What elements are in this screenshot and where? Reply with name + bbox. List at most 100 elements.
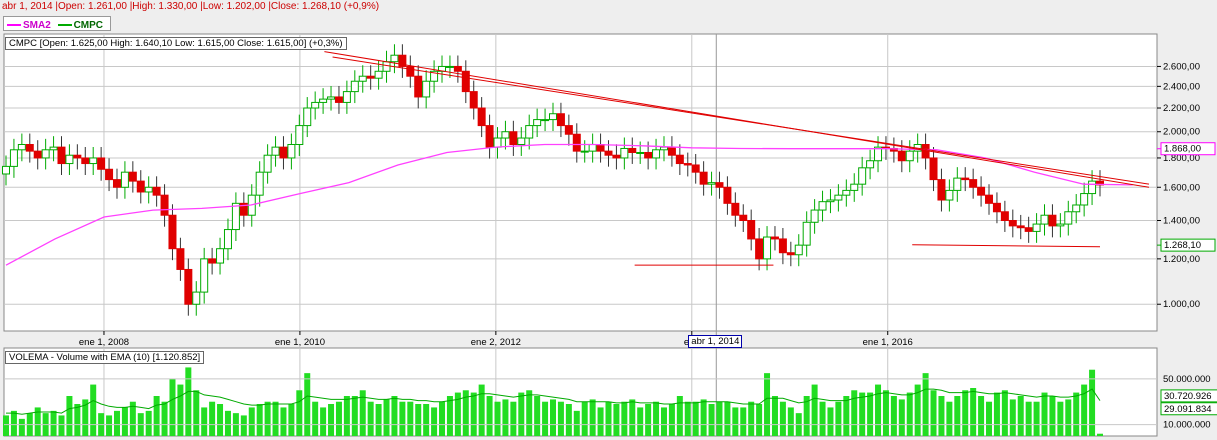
volume-bar [779, 401, 786, 436]
candle-body [319, 98, 328, 103]
candle-body [176, 248, 185, 270]
volume-badge-text: 29.091.834 [1164, 404, 1212, 415]
cmpc-swatch [57, 24, 72, 26]
candle-body [628, 147, 637, 153]
candle-body [786, 252, 795, 256]
sma2-line [5, 143, 1133, 266]
volume-bar [605, 401, 612, 436]
candle-body [683, 163, 692, 166]
price-tick-label: 1.600,00 [1163, 182, 1200, 193]
candle-body [152, 186, 161, 196]
candle-body [1080, 193, 1089, 206]
legend-item-cmpc[interactable]: CMPC [57, 19, 103, 32]
candle-body [770, 236, 779, 240]
candle-body [398, 54, 407, 67]
volume-bar [328, 404, 335, 436]
candle-body [128, 171, 137, 182]
x-tick-label: ene 1, 2016 [863, 337, 913, 348]
volume-bar [859, 392, 866, 436]
legend-item-sma2[interactable]: SMA2 [7, 19, 51, 32]
volume-bar [1057, 401, 1064, 436]
volume-bar [518, 392, 525, 436]
price-panel-title: CMPC [Open: 1.625,00 High: 1.640,10 Low:… [5, 37, 347, 50]
volume-bar [756, 404, 763, 436]
volume-bar [3, 415, 9, 436]
volume-bar [668, 404, 675, 436]
candle-body [406, 65, 415, 77]
candle-body [303, 107, 312, 127]
volume-bar [177, 384, 184, 436]
candle-body [81, 157, 90, 165]
candle-body [120, 171, 129, 188]
volume-bar [787, 407, 794, 436]
candle-body [295, 125, 304, 146]
candle-body [501, 131, 510, 139]
volume-bar [359, 390, 366, 436]
volume-bar [470, 392, 477, 436]
volume-bar [478, 384, 485, 436]
candle-body [834, 194, 843, 201]
candle-body [358, 75, 367, 82]
candle-body [49, 146, 58, 151]
value-badge-box [1160, 142, 1216, 156]
ohlc-readout: abr 1, 2014 |Open: 1.261,00 |High: 1.330… [2, 1, 380, 12]
trendline [332, 56, 1150, 185]
candle-body [977, 186, 986, 196]
candle-body [644, 151, 653, 159]
volume-tick-label: 50.000.000 [1163, 374, 1211, 385]
cursor-date-label: abr 1, 2014 [688, 335, 743, 348]
volume-bar [1049, 396, 1056, 436]
volume-bar [565, 404, 572, 436]
candle-body [763, 236, 772, 260]
volume-bar [18, 418, 25, 436]
candle-body [311, 101, 320, 109]
candle-body [1032, 223, 1041, 232]
volume-bar [312, 401, 319, 436]
volume-bar [415, 404, 422, 436]
volume-bar [748, 401, 755, 436]
volume-bar [153, 396, 160, 436]
candle-body [652, 149, 661, 159]
volume-bar [1089, 369, 1096, 436]
volume-bar [1009, 399, 1016, 436]
candle-body [453, 65, 462, 72]
candle-body [612, 154, 621, 159]
volume-bar [383, 399, 390, 436]
value-badge-text: 1.268,10 [1164, 240, 1201, 251]
candle-body [525, 125, 534, 139]
volume-bar [629, 399, 636, 436]
candle-body [691, 164, 700, 173]
volume-bar [653, 401, 660, 436]
volume-bar [106, 415, 113, 436]
volume-bar [224, 410, 231, 436]
candle-body [342, 91, 351, 103]
volume-bar [1041, 392, 1048, 436]
candle-body [33, 150, 42, 159]
candle-body [366, 75, 375, 79]
price-tick-label: 2.400,00 [1163, 81, 1200, 92]
price-tick-label: 1.000,00 [1163, 299, 1200, 310]
candle-body [216, 248, 225, 264]
x-tick-label: ene 1, 2010 [275, 337, 325, 348]
volume-bar [272, 401, 279, 436]
volume-bar [573, 410, 580, 436]
volume-bar [74, 404, 81, 436]
candle-body [604, 150, 613, 156]
volume-bar [486, 396, 493, 436]
candle-body [97, 157, 106, 170]
candle-body [1008, 219, 1017, 227]
candle-body [564, 125, 573, 135]
volume-bar [320, 407, 327, 436]
volume-bar [526, 390, 533, 436]
candle-body [961, 177, 970, 181]
volume-bar [264, 401, 271, 436]
candle-body [263, 154, 272, 173]
volume-bar [201, 407, 208, 436]
volume-bar [922, 373, 929, 436]
candle-body [239, 202, 248, 216]
volume-bar [502, 399, 509, 436]
candle-body [1048, 214, 1057, 227]
candle-body [1000, 211, 1009, 221]
volume-bar [819, 401, 826, 436]
